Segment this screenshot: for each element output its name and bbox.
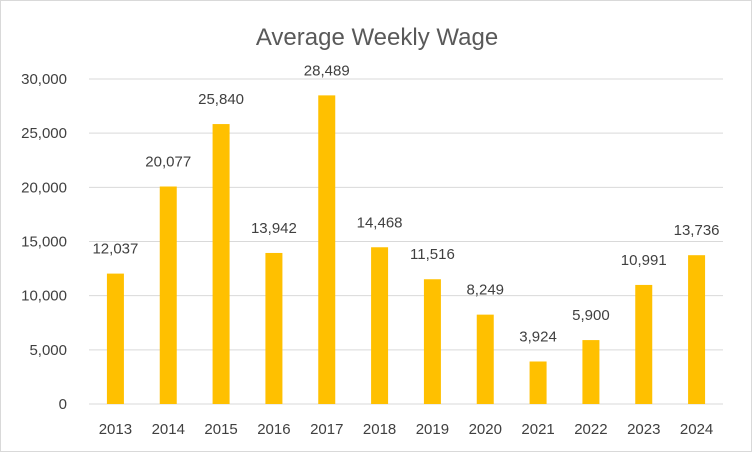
x-tick-label: 2021 bbox=[521, 421, 554, 438]
data-label: 20,077 bbox=[145, 153, 191, 170]
data-labels: 12,037 20,077 25,840 13,942 28,489 14,468 11,5… bbox=[92, 62, 719, 345]
bar bbox=[582, 340, 600, 404]
bar bbox=[423, 279, 441, 404]
bar bbox=[371, 247, 389, 404]
bar bbox=[212, 124, 230, 405]
data-label: 14,468 bbox=[357, 214, 403, 231]
x-tick-label: 2023 bbox=[627, 421, 660, 438]
x-tick-label: 2019 bbox=[416, 421, 449, 438]
data-label: 28,489 bbox=[304, 62, 350, 79]
x-tick-label: 2013 bbox=[99, 421, 132, 438]
gridlines bbox=[89, 78, 723, 405]
bars bbox=[106, 95, 706, 405]
data-label: 10,991 bbox=[621, 252, 667, 269]
y-tick-label: 20,000 bbox=[21, 179, 67, 196]
bar bbox=[635, 284, 653, 404]
x-tick-label: 2015 bbox=[204, 421, 237, 438]
bar bbox=[318, 95, 336, 404]
data-label: 11,516 bbox=[410, 246, 455, 263]
bar bbox=[476, 314, 494, 404]
x-tick-label: 2017 bbox=[310, 421, 343, 438]
x-tick-label: 2016 bbox=[257, 421, 290, 438]
data-label: 12,037 bbox=[92, 241, 138, 258]
x-tick-label: 2022 bbox=[574, 421, 607, 438]
data-label: 5,900 bbox=[572, 307, 610, 324]
y-tick-label: 10,000 bbox=[21, 288, 67, 305]
data-label: 13,736 bbox=[674, 222, 720, 239]
data-label: 13,942 bbox=[251, 220, 297, 237]
x-tick-label: 2018 bbox=[363, 421, 396, 438]
y-tick-label: 15,000 bbox=[21, 234, 67, 251]
bar bbox=[159, 186, 177, 404]
bar bbox=[529, 361, 547, 404]
data-label: 8,249 bbox=[466, 282, 504, 299]
bar bbox=[106, 273, 124, 404]
data-label: 3,924 bbox=[519, 328, 557, 345]
bar bbox=[688, 255, 706, 404]
x-tick-label: 2024 bbox=[680, 421, 713, 438]
chart-title: Average Weekly Wage bbox=[256, 24, 498, 51]
y-tick-label: 0 bbox=[59, 396, 67, 413]
y-tick-label: 25,000 bbox=[21, 125, 67, 142]
x-axis-ticks: 2013 2014 2015 2016 2017 2018 2019 2020 2021 2022… bbox=[99, 421, 714, 438]
x-tick-label: 2020 bbox=[469, 421, 502, 438]
bar bbox=[265, 252, 283, 404]
x-tick-label: 2014 bbox=[152, 421, 185, 438]
y-tick-label: 30,000 bbox=[21, 71, 67, 88]
data-label: 25,840 bbox=[198, 91, 244, 108]
y-axis-ticks: 0 5,000 10,000 15,000 20,000 25,000 30,000 bbox=[21, 71, 67, 413]
y-tick-label: 5,000 bbox=[29, 342, 67, 359]
